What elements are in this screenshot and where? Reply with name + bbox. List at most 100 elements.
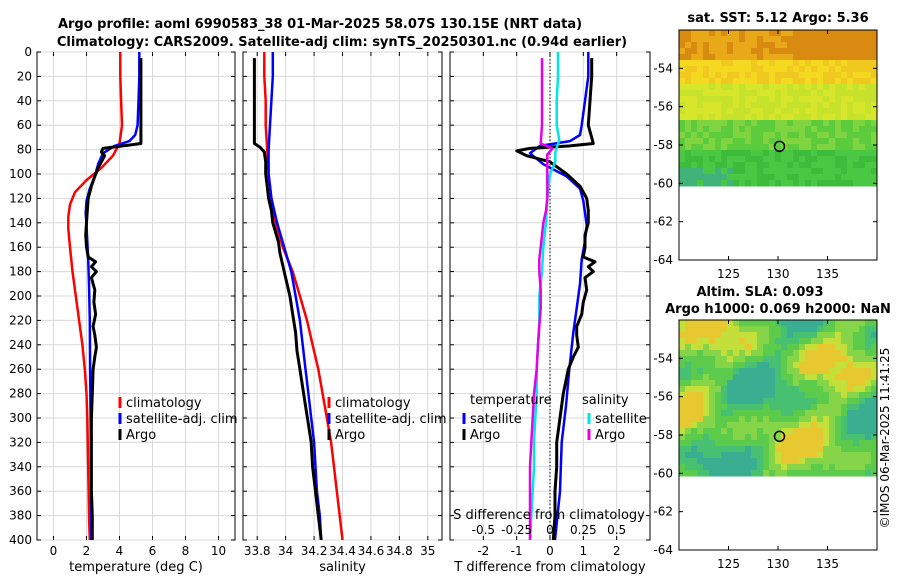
y-tick-label: 200 xyxy=(9,289,32,303)
salinity-panel: 33.8 34 34.2 34.4 34.6 34.8 35 salinity climatol… xyxy=(242,51,447,575)
series-line-argo xyxy=(84,58,143,540)
map-x-tick-label: 125 xyxy=(717,267,740,281)
top-axis-label: S difference from climatology xyxy=(453,508,645,523)
x-tick-label: 34.6 xyxy=(358,544,385,558)
legend-label: satellite xyxy=(595,412,647,427)
series-line-temperature-argo xyxy=(515,58,597,540)
x-tick-label: -2 xyxy=(477,544,489,558)
map-y-tick-label: -62 xyxy=(653,215,673,229)
chart-title-line2: Climatology: CARS2009. Satellite-adj cli… xyxy=(57,35,627,50)
x-tick-label: 10 xyxy=(211,544,226,558)
map-y-tick-label: -60 xyxy=(653,176,673,190)
series-group xyxy=(515,52,597,540)
legend-label: climatology xyxy=(126,396,202,411)
y-tick-label: 140 xyxy=(9,216,32,230)
x-axis-label: temperature (deg C) xyxy=(69,560,203,575)
legend-label: Argo xyxy=(595,428,625,443)
sst-map-title: sat. SST: 5.12 Argo: 5.36 xyxy=(687,11,868,26)
map-y-tick-label: -54 xyxy=(653,351,673,365)
x-tick-label: 34 xyxy=(278,544,293,558)
y-tick-label: 380 xyxy=(9,509,32,523)
series-group xyxy=(252,52,344,540)
y-tick-label: 80 xyxy=(17,143,32,157)
y-tick-label: 340 xyxy=(9,460,32,474)
y-tick-label: 400 xyxy=(9,533,32,547)
x-tick-label: 0 xyxy=(50,544,58,558)
sla-map-title: Altim. SLA: 0.093 xyxy=(697,285,824,300)
series-line-salinity-argo xyxy=(528,58,554,540)
legend-label: climatology xyxy=(335,396,411,411)
map-y-tick-label: -58 xyxy=(653,428,673,442)
x-tick-label: 1 xyxy=(580,544,588,558)
x-tick-label: 34.4 xyxy=(329,544,356,558)
x-axis-label: salinity xyxy=(319,560,366,575)
map-x-tick-label: 135 xyxy=(816,557,839,571)
x-tick-label: 8 xyxy=(182,544,190,558)
s-tick-label: 0 xyxy=(546,523,554,537)
series-line-salinity-satellite xyxy=(528,52,561,540)
y-tick-label: 220 xyxy=(9,313,32,327)
map-x-tick-label: 135 xyxy=(816,267,839,281)
x-tick-label: 34.8 xyxy=(386,544,413,558)
y-tick-label: 120 xyxy=(9,191,32,205)
y-tick-label: 20 xyxy=(17,69,32,83)
series-line-temperature-satellite xyxy=(528,52,590,540)
legend-label: Argo xyxy=(126,428,156,443)
s-tick-label: -0.25 xyxy=(501,523,532,537)
legend-label: satellite-adj. clim xyxy=(126,412,238,427)
x-tick-label: 2 xyxy=(613,544,621,558)
map-field xyxy=(679,30,877,187)
series-line-argo xyxy=(252,58,323,540)
map-y-tick-label: -56 xyxy=(653,100,673,114)
series-line-satellite-adj-clim xyxy=(267,52,323,540)
chart-title-line1: Argo profile: aoml 6990583_38 01-Mar-202… xyxy=(58,17,582,32)
x-tick-label: 35 xyxy=(420,544,435,558)
series-line-climatology xyxy=(67,52,124,540)
map-y-tick-label: -64 xyxy=(653,543,673,557)
sla-map-subtitle: Argo h1000: 0.069 h2000: NaN xyxy=(665,302,891,317)
map-field xyxy=(679,320,877,477)
copyright-stamp: ©IMOS 06-Mar-2025 11:41:25 xyxy=(878,348,892,529)
temperature-panel: 0204060801001201401601802002202402602803… xyxy=(9,45,238,575)
legend-label: satellite-adj. clim xyxy=(335,412,447,427)
y-tick-label: 260 xyxy=(9,362,32,376)
x-tick-label: 6 xyxy=(149,544,157,558)
map-y-tick-label: -62 xyxy=(653,505,673,519)
legend-label: Argo xyxy=(470,428,500,443)
x-tick-label: 0 xyxy=(546,544,554,558)
map-x-tick-label: 130 xyxy=(767,557,790,571)
x-tick-label: 33.8 xyxy=(244,544,271,558)
x-axis-label: T difference from climatology xyxy=(453,560,646,575)
x-tick-label: 2 xyxy=(83,544,91,558)
x-tick-label: 34.2 xyxy=(301,544,328,558)
map-x-tick-label: 125 xyxy=(717,557,740,571)
y-tick-label: 300 xyxy=(9,411,32,425)
map-y-tick-label: -58 xyxy=(653,138,673,152)
legend-label: Argo xyxy=(335,428,365,443)
y-tick-label: 100 xyxy=(9,167,32,181)
series-line-climatology xyxy=(263,52,344,540)
y-tick-label: 60 xyxy=(17,118,32,132)
legend-label: satellite xyxy=(470,412,522,427)
sla-map: -54 -56 -58 -60 -62 -64 125 130 135 xyxy=(653,319,878,571)
y-tick-label: 280 xyxy=(9,387,32,401)
y-tick-label: 240 xyxy=(9,338,32,352)
y-tick-label: 180 xyxy=(9,265,32,279)
profile-location-marker xyxy=(773,140,786,153)
sst-map: -54 -56 -58 -60 -62 -64 125 130 135 xyxy=(653,29,878,281)
map-y-tick-label: -64 xyxy=(653,253,673,267)
map-y-tick-label: -60 xyxy=(653,466,673,480)
map-x-tick-label: 130 xyxy=(767,267,790,281)
legend-title-temperature: temperature xyxy=(470,393,552,408)
series-group xyxy=(67,52,143,540)
profile-location-marker xyxy=(773,430,786,443)
x-tick-label: -1 xyxy=(511,544,523,558)
legend-title-salinity: salinity xyxy=(582,393,629,408)
map-y-tick-label: -56 xyxy=(653,390,673,404)
y-tick-label: 320 xyxy=(9,435,32,449)
y-tick-label: 360 xyxy=(9,484,32,498)
x-tick-label: 4 xyxy=(116,544,124,558)
s-tick-label: -0.5 xyxy=(472,523,495,537)
y-tick-label: 0 xyxy=(24,45,32,59)
